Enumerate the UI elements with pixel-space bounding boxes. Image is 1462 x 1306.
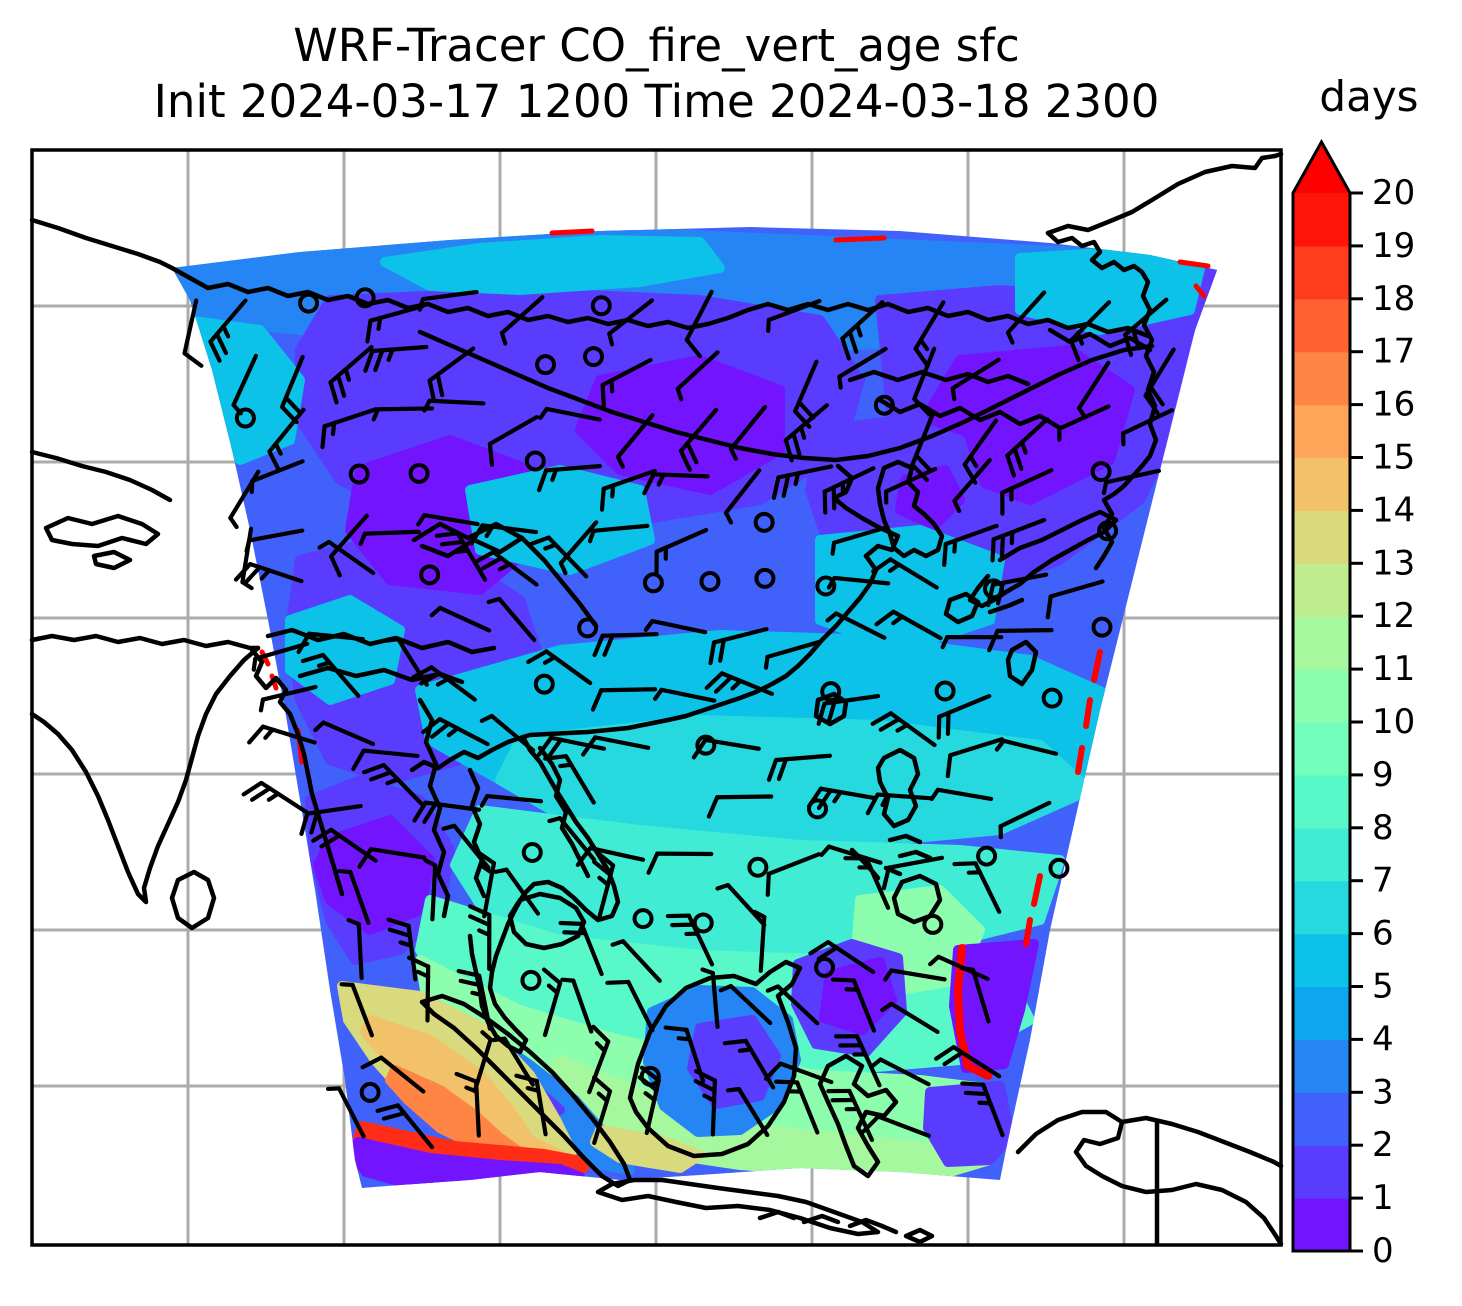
colorbar-tick-label: 1 <box>1372 1178 1394 1218</box>
colorbar-tick-label: 11 <box>1372 649 1415 689</box>
colorbar-tick-label: 0 <box>1372 1231 1394 1271</box>
colorbar-tick-label: 17 <box>1372 332 1415 372</box>
colorbar-tick-label: 18 <box>1372 279 1415 319</box>
colorbar-tick-label: 15 <box>1372 438 1415 478</box>
colorbar-tick-label: 12 <box>1372 596 1415 636</box>
colorbar-tick-label: 10 <box>1372 702 1415 742</box>
colorbar-tick-label: 20 <box>1372 173 1415 213</box>
colorbar-tick-label: 14 <box>1372 490 1415 530</box>
title-line-2: Init 2024-03-17 1200 Time 2024-03-18 230… <box>153 75 1160 128</box>
colorbar-tick-label: 5 <box>1372 967 1394 1007</box>
colorbar-tick-label: 19 <box>1372 226 1415 266</box>
plot-title: WRF-Tracer CO_fire_vert_age sfc Init 202… <box>32 18 1281 130</box>
colorbar-tick-label: 2 <box>1372 1125 1394 1165</box>
over-limit-fringes <box>259 228 1211 1080</box>
map-frame <box>30 148 1283 1247</box>
colorbar-tick-label: 3 <box>1372 1072 1394 1112</box>
colorbar-tick-label: 13 <box>1372 543 1415 583</box>
colorbar-unit-label: days <box>1319 72 1419 121</box>
colorbar-tick-label: 16 <box>1372 385 1415 425</box>
colorbar-tick-label: 7 <box>1372 861 1394 901</box>
colorbar-tick-label: 4 <box>1372 1019 1394 1059</box>
colorbar-tick-label: 9 <box>1372 755 1394 795</box>
colorbar-tick-label: 8 <box>1372 808 1394 848</box>
title-line-1: WRF-Tracer CO_fire_vert_age sfc <box>293 19 1020 72</box>
colorbar-tick-label: 6 <box>1372 914 1394 954</box>
wind-barbs <box>182 287 1176 1150</box>
